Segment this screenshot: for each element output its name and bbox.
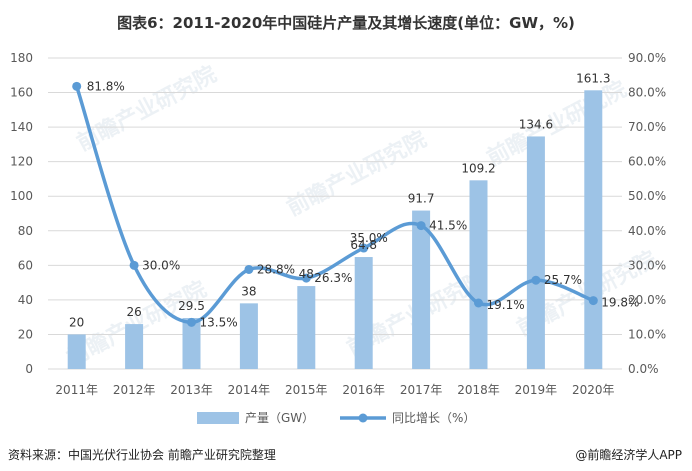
y-left-tick-1: 20 — [18, 327, 33, 341]
x-tick-8: 2019年 — [515, 383, 558, 397]
bar-1 — [125, 324, 144, 369]
bar-7 — [469, 180, 488, 369]
axis-ticks: 0 20 40 60 80 100 120 140 160 180 0.0% 10.0% 20.0% 30… — [10, 51, 666, 397]
line-point-8 — [531, 275, 541, 285]
bar-label-9: 161.3 — [576, 71, 610, 85]
y-right-tick-2: 20.0% — [628, 293, 666, 307]
bar-label-0: 20 — [69, 315, 84, 329]
line-point-1 — [129, 260, 139, 270]
y-right-tick-7: 70.0% — [628, 120, 666, 134]
y-left-tick-5: 100 — [10, 189, 33, 203]
line-label-2: 13.5% — [200, 315, 238, 329]
line-point-6 — [416, 221, 426, 231]
watermark-text-1: 前瞻产业研究院 — [283, 126, 431, 221]
y-left-tick-0: 0 — [25, 362, 33, 376]
y-right-tick-1: 10.0% — [628, 327, 666, 341]
x-tick-9: 2020年 — [572, 383, 615, 397]
line-label-7: 19.1% — [487, 298, 525, 312]
x-tick-0: 2011年 — [55, 383, 98, 397]
data-labels: 20 26 29.5 38 48 64.8 91.7 109.2 134.6 161.3 81.8%… — [69, 71, 639, 329]
bar-0 — [67, 334, 86, 369]
legend-line-label: 同比增长（%） — [392, 411, 475, 425]
line-point-5 — [359, 243, 369, 253]
line-series — [72, 81, 598, 327]
bar-9 — [584, 90, 603, 369]
bar-label-4: 48 — [299, 267, 314, 281]
chart-title: 图表6：2011-2020年中国硅片产量及其增长速度(单位：GW，%) — [117, 14, 575, 32]
bar-label-8: 134.6 — [519, 117, 553, 131]
line-label-3: 28.8% — [257, 262, 295, 276]
line-point-4 — [301, 273, 311, 283]
y-left-tick-7: 140 — [10, 120, 33, 134]
bar-6 — [412, 210, 431, 369]
x-tick-5: 2016年 — [342, 383, 385, 397]
bar-label-6: 91.7 — [408, 192, 435, 206]
y-right-tick-0: 0.0% — [628, 362, 659, 376]
bar-label-1: 26 — [126, 305, 141, 319]
bar-label-5: 64.8 — [350, 238, 377, 252]
line-point-7 — [474, 298, 483, 308]
watermark-text-2: 前瞻产业研究院 — [483, 76, 631, 171]
line-point-3 — [244, 264, 254, 274]
bar-label-2: 29.5 — [178, 299, 205, 313]
legend-line-marker — [358, 413, 368, 423]
y-right-tick-8: 80.0% — [628, 86, 666, 100]
y-right-tick-5: 50.0% — [628, 189, 666, 203]
line-label-9: 19.8% — [601, 296, 639, 310]
bar-label-3: 38 — [241, 284, 256, 298]
y-left-tick-8: 160 — [10, 86, 33, 100]
x-tick-1: 2012年 — [113, 383, 156, 397]
bar-label-7: 109.2 — [461, 161, 495, 175]
line-point-2 — [187, 317, 196, 327]
line-point-0 — [72, 81, 82, 91]
legend-bar-label: 产量（GW） — [245, 411, 314, 425]
line-point-9 — [588, 296, 598, 306]
bar-8 — [526, 136, 545, 369]
x-tick-2: 2013年 — [170, 383, 213, 397]
x-tick-7: 2018年 — [457, 383, 500, 397]
source-note: 资料来源：中国光伏行业协会 前瞻产业研究院整理 — [8, 448, 276, 462]
bar-5 — [354, 257, 373, 369]
y-right-tick-3: 30.0% — [628, 258, 666, 272]
legend: 产量（GW） 同比增长（%） — [197, 411, 475, 425]
x-tick-4: 2015年 — [285, 383, 328, 397]
growth-line — [74, 84, 596, 325]
y-right-tick-9: 90.0% — [628, 51, 666, 65]
line-label-6: 41.5% — [429, 219, 467, 233]
x-tick-6: 2017年 — [400, 383, 443, 397]
y-right-tick-4: 40.0% — [628, 224, 666, 238]
y-right-tick-6: 60.0% — [628, 155, 666, 169]
y-left-tick-3: 60 — [18, 258, 33, 272]
y-left-tick-2: 40 — [18, 293, 33, 307]
y-left-tick-6: 120 — [10, 155, 33, 169]
line-label-5: 35.0% — [350, 231, 388, 245]
bar-4 — [297, 286, 316, 369]
line-label-0: 81.8% — [87, 79, 125, 93]
bar-3 — [239, 303, 258, 369]
bar-2 — [182, 318, 201, 369]
line-label-4: 26.3% — [314, 271, 352, 285]
line-label-1: 30.0% — [142, 258, 180, 272]
legend-bar-swatch — [197, 412, 239, 424]
x-tick-3: 2014年 — [228, 383, 271, 397]
line-label-8: 25.7% — [544, 273, 582, 287]
y-left-tick-9: 180 — [10, 51, 33, 65]
credit-note: @前瞻经济学人APP — [575, 448, 682, 462]
y-left-tick-4: 80 — [18, 224, 33, 238]
